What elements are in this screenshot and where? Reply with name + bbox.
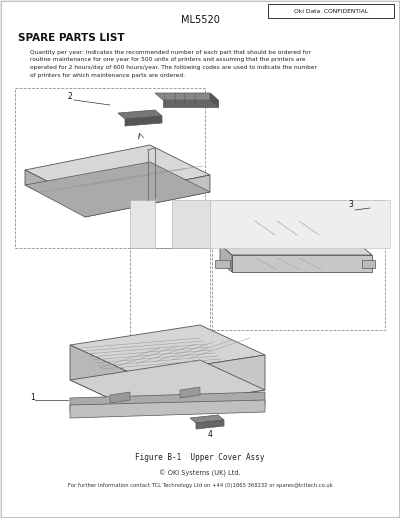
Polygon shape (130, 200, 155, 248)
Polygon shape (70, 325, 265, 375)
Polygon shape (210, 93, 218, 107)
Polygon shape (110, 392, 130, 403)
Polygon shape (85, 175, 210, 217)
Polygon shape (180, 387, 200, 398)
Polygon shape (220, 245, 232, 272)
Polygon shape (228, 218, 368, 238)
Polygon shape (190, 415, 224, 423)
Text: Quantity per year: Indicates the recommended number of each part that should be : Quantity per year: Indicates the recomme… (30, 50, 311, 55)
Polygon shape (163, 100, 218, 107)
Polygon shape (25, 145, 210, 200)
Polygon shape (232, 255, 372, 272)
Polygon shape (70, 345, 135, 410)
Polygon shape (25, 162, 210, 217)
Text: of printers for which maintenance parts are ordered.: of printers for which maintenance parts … (30, 73, 185, 78)
Polygon shape (135, 355, 265, 410)
Text: © OKI Systems (UK) Ltd.: © OKI Systems (UK) Ltd. (159, 469, 241, 477)
Text: 3: 3 (348, 200, 353, 209)
FancyBboxPatch shape (268, 4, 394, 18)
Polygon shape (196, 420, 224, 429)
Polygon shape (70, 360, 265, 410)
Polygon shape (215, 260, 230, 268)
Polygon shape (70, 392, 265, 411)
Polygon shape (220, 245, 372, 255)
Polygon shape (215, 208, 368, 218)
Polygon shape (70, 400, 265, 418)
Text: ML5520: ML5520 (180, 15, 220, 25)
Text: operated for 2 hours/day of 600 hours/year. The following codes are used to indi: operated for 2 hours/day of 600 hours/ye… (30, 65, 317, 70)
Text: For further information contact TCL Technology Ltd on +44 (0)1865 368232 or spar: For further information contact TCL Tech… (68, 482, 332, 487)
Text: Oki Data  CONFIDENTIAL: Oki Data CONFIDENTIAL (294, 9, 368, 14)
Text: 1: 1 (30, 393, 35, 402)
Polygon shape (362, 260, 375, 268)
Polygon shape (118, 110, 162, 119)
Text: SPARE PARTS LIST: SPARE PARTS LIST (18, 33, 125, 43)
Text: 4: 4 (208, 430, 212, 439)
Polygon shape (125, 116, 162, 126)
Text: 2: 2 (68, 92, 73, 101)
Text: routine maintenance for one year for 500 units of printers and assuming that the: routine maintenance for one year for 500… (30, 57, 306, 63)
Polygon shape (215, 208, 228, 238)
Polygon shape (25, 170, 85, 215)
Text: Figure B-1  Upper Cover Assy: Figure B-1 Upper Cover Assy (135, 453, 265, 463)
Polygon shape (172, 200, 210, 248)
Polygon shape (210, 200, 390, 248)
Polygon shape (155, 93, 218, 100)
